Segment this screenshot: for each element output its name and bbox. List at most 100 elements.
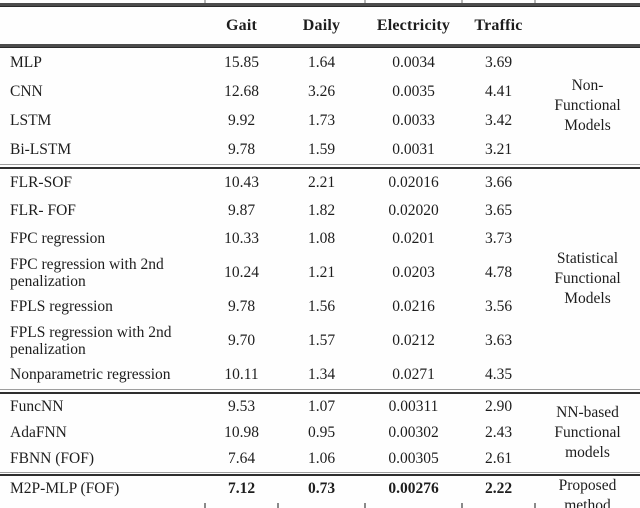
metric-value-cell: 0.0033 [392,111,435,129]
column-header-electricity: Electricity [376,16,451,34]
metric-value-cell: 1.21 [307,264,336,282]
group-label-line: Proposed [558,477,617,494]
metric-value-cell: 1.34 [307,366,336,383]
table-row: MLP 15.85 1.64 0.0034 3.69 [0,48,535,77]
metric-value-cell: 0.0271 [392,366,435,383]
group-rows: FuncNN 9.53 1.07 0.00311 2.90 AdaFNN 10.… [0,394,535,472]
table-top-rule [0,3,640,7]
metric-value-cell: 1.73 [307,111,336,129]
group-non-functional-models: MLP 15.85 1.64 0.0034 3.69 CNN 12.68 3.2… [0,48,640,164]
metric-value-cell: 3.66 [484,174,513,191]
column-header-daily: Daily [302,16,341,34]
metric-value-cell: 0.95 [307,424,336,441]
metric-value-cell: 0.0212 [392,332,435,350]
table-row: AdaFNN 10.98 0.95 0.00302 2.43 [0,420,535,446]
metric-value-cell: 0.02016 [388,174,439,191]
metric-value-cell: 3.21 [484,140,513,158]
group-label: NN-based Functional models [535,394,640,472]
model-name-cell: FPC regression with 2nd penalization [10,255,164,290]
table-row: FBNN (FOF) 7.64 1.06 0.00305 2.61 [0,446,535,472]
metric-value-cell: 2.43 [484,424,513,441]
group-label: Non- Functional Models [535,48,640,164]
column-tick [534,0,536,3]
model-name-cell: FPLS regression [10,298,113,316]
table-row: M2P-MLP (FOF) 7.12 0.73 0.00276 2.22 [0,476,535,502]
metric-value-cell: 15.85 [224,53,259,71]
column-tick [534,503,536,508]
metric-value-cell: 10.43 [224,174,259,191]
metric-value-cell: 9.53 [227,398,256,415]
table-row: FPLS regression with 2nd penalization 9.… [0,321,535,361]
column-tick [364,0,366,3]
metric-value-cell: 4.35 [484,366,513,383]
group-label-line: Non- [571,77,604,95]
table-header-row: Gait Daily Electricity Traffic [0,7,640,44]
metric-value-cell: 0.0201 [392,230,435,247]
model-name-cell: FPC regression [10,230,106,248]
metric-value-cell: 0.00276 [388,480,439,497]
column-tick [461,503,463,508]
metric-value-cell: 1.06 [307,450,336,467]
model-name-cell: FLR-SOF [10,174,73,192]
group-label-line: Statistical [556,250,619,268]
metric-value-cell: 0.00305 [388,450,439,467]
metric-value-cell: 4.78 [484,264,513,282]
table-row: FLR-SOF 10.43 2.21 0.02016 3.66 [0,169,535,197]
table-row: LSTM 9.92 1.73 0.0033 3.42 [0,106,535,135]
metric-value-cell: 10.33 [224,230,259,247]
model-name-cell: FBNN (FOF) [10,450,94,468]
model-name-cell: AdaFNN [10,424,67,442]
metric-value-cell: 10.24 [224,264,259,282]
metric-value-cell: 1.56 [307,298,336,315]
metric-value-cell: 2.90 [484,398,513,415]
group-label-line: Functional [554,270,621,288]
column-tick [277,503,279,508]
table-row: FPC regression with 2nd penalization 10.… [0,253,535,293]
table-row: Nonparametric regression 10.11 1.34 0.02… [0,361,535,389]
metric-value-cell: 0.00302 [388,424,439,441]
section-divider-rule [0,472,640,476]
metric-value-cell: 3.65 [484,202,513,219]
metric-value-cell: 9.78 [227,140,256,158]
metric-value-cell: 0.73 [307,480,336,497]
group-rows: FLR-SOF 10.43 2.21 0.02016 3.66 FLR- FOF… [0,169,535,389]
metric-value-cell: 1.59 [307,140,336,158]
model-name-cell: FuncNN [10,398,64,416]
table-row: Bi-LSTM 9.78 1.59 0.0031 3.21 [0,135,535,164]
metric-value-cell: 12.68 [224,82,259,100]
column-header-gait: Gait [225,16,258,34]
metric-value-cell: 9.87 [227,202,256,219]
column-tick [204,0,206,3]
group-label: Statistical Functional Models [535,169,640,389]
column-tick [364,503,366,508]
metric-value-cell: 2.61 [484,450,513,467]
metric-value-cell: 9.92 [227,111,256,129]
group-statistical-functional-models: FLR-SOF 10.43 2.21 0.02016 3.66 FLR- FOF… [0,169,640,389]
metric-value-cell: 3.69 [484,53,513,71]
metric-value-cell: 0.0216 [392,298,435,315]
metric-value-cell: 3.26 [307,82,336,100]
metric-value-cell: 2.21 [307,174,336,191]
metric-value-cell: 0.02020 [388,202,439,219]
group-label-line: Functional [554,424,621,442]
metric-value-cell: 1.57 [307,332,336,350]
table-row: FPLS regression 9.78 1.56 0.0216 3.56 [0,293,535,321]
metric-value-cell: 3.73 [484,230,513,247]
metric-value-cell: 1.07 [307,398,336,415]
section-divider-rule [0,164,640,169]
metric-value-cell: 3.56 [484,298,513,315]
metric-value-cell: 3.63 [484,332,513,350]
metric-value-cell: 1.64 [307,53,336,71]
metric-value-cell: 1.08 [307,230,336,247]
column-tick [204,503,206,508]
table-row: FuncNN 9.53 1.07 0.00311 2.90 [0,394,535,420]
table-row: FLR- FOF 9.87 1.82 0.02020 3.65 [0,197,535,225]
group-proposed-method: M2P-MLP (FOF) 7.12 0.73 0.00276 2.22 Pro… [0,476,640,508]
group-label-line: Models [564,289,611,307]
metric-value-cell: 2.22 [484,480,513,497]
group-label-line: NN-based [556,404,619,422]
group-label-line: Models [564,116,611,134]
metric-value-cell: 0.00311 [388,398,439,415]
metric-value-cell: 1.82 [307,202,336,219]
group-label: Proposed method [535,476,640,508]
